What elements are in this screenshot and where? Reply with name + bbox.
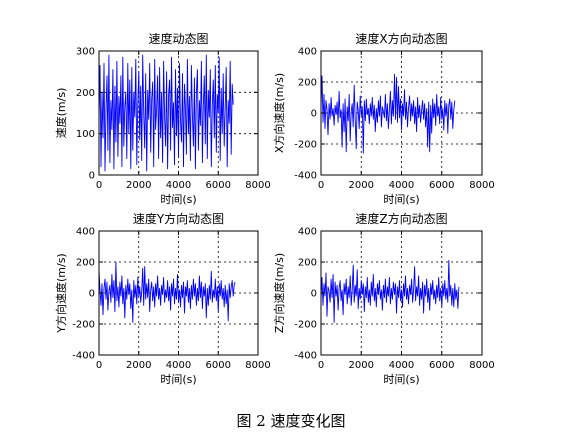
series-line	[98, 261, 236, 323]
x-tick-label: 6000	[206, 180, 231, 191]
y-tick-label: 400	[76, 227, 95, 238]
y-axis-label: Z方向速度(m/s)	[272, 253, 286, 333]
x-tick-label: 6000	[429, 360, 454, 371]
x-tick-label: 4000	[166, 180, 191, 191]
x-tick-label: 6000	[206, 360, 231, 371]
x-tick-label: 0	[96, 180, 102, 191]
x-axis-label: 时间(s)	[160, 373, 196, 386]
x-tick-label: 8000	[469, 360, 494, 371]
y-axis-label: Y方向速度(m/s)	[54, 253, 68, 333]
y-tick-label: 200	[298, 258, 317, 269]
y-tick-label: 300	[76, 47, 95, 58]
x-tick-label: 8000	[245, 360, 270, 371]
x-axis-label: 时间(s)	[160, 193, 196, 206]
chart-title: 速度动态图	[148, 31, 208, 46]
y-tick-label: 0	[311, 289, 317, 300]
y-axis-label: 速度(m/s)	[54, 88, 68, 139]
y-tick-label: 200	[76, 88, 95, 99]
subplot-x-velocity: 0 2000 4000 6000 8000 -400 -200 0 200 400 速度X方向动态图…	[272, 31, 495, 206]
y-tick-label: 0	[89, 289, 95, 300]
y-tick-label: -200	[294, 140, 317, 151]
x-tick-label: 2000	[126, 180, 151, 191]
y-tick-label: -200	[72, 320, 95, 331]
y-axis-label: X方向速度(m/s)	[272, 73, 286, 153]
x-tick-label: 6000	[429, 180, 454, 191]
y-tick-label: 400	[298, 227, 317, 238]
y-tick-label: -200	[294, 320, 317, 331]
x-tick-label: 2000	[349, 180, 374, 191]
y-tick-label: -400	[72, 351, 95, 362]
y-tick-label: 0	[311, 109, 317, 120]
y-tick-label: 200	[76, 258, 95, 269]
y-tick-label: 400	[298, 47, 317, 58]
y-tick-label: 100	[76, 129, 95, 140]
x-axis-label: 时间(s)	[383, 373, 419, 386]
subplot-z-velocity: 0 2000 4000 6000 8000 -400 -200 0 200 400 速度Z方向动态图…	[272, 211, 495, 386]
x-axis-label: 时间(s)	[383, 193, 419, 206]
y-tick-label: 200	[298, 78, 317, 89]
x-tick-label: 4000	[166, 360, 191, 371]
series-line	[98, 54, 234, 172]
chart-title: 速度Z方向动态图	[355, 211, 447, 226]
x-tick-label: 4000	[389, 360, 414, 371]
x-tick-label: 2000	[126, 360, 151, 371]
y-tick-label: -400	[294, 351, 317, 362]
series-line	[320, 73, 456, 154]
x-tick-label: 4000	[389, 180, 414, 191]
subplot-y-velocity: 0 2000 4000 6000 8000 -400 -200 0 200 400 速度Y方向动态图…	[54, 211, 271, 386]
y-tick-label: 0	[89, 171, 95, 182]
figure-caption: 图 2 速度变化图	[236, 412, 346, 430]
chart-title: 速度X方向动态图	[355, 31, 447, 46]
x-tick-label: 8000	[245, 180, 270, 191]
x-tick-label: 8000	[469, 180, 494, 191]
x-tick-label: 0	[96, 360, 102, 371]
y-tick-label: -400	[294, 171, 317, 182]
x-tick-label: 0	[318, 360, 324, 371]
chart-title: 速度Y方向动态图	[133, 211, 224, 226]
x-tick-label: 2000	[349, 360, 374, 371]
series-line	[320, 259, 460, 323]
x-tick-label: 0	[318, 180, 324, 191]
